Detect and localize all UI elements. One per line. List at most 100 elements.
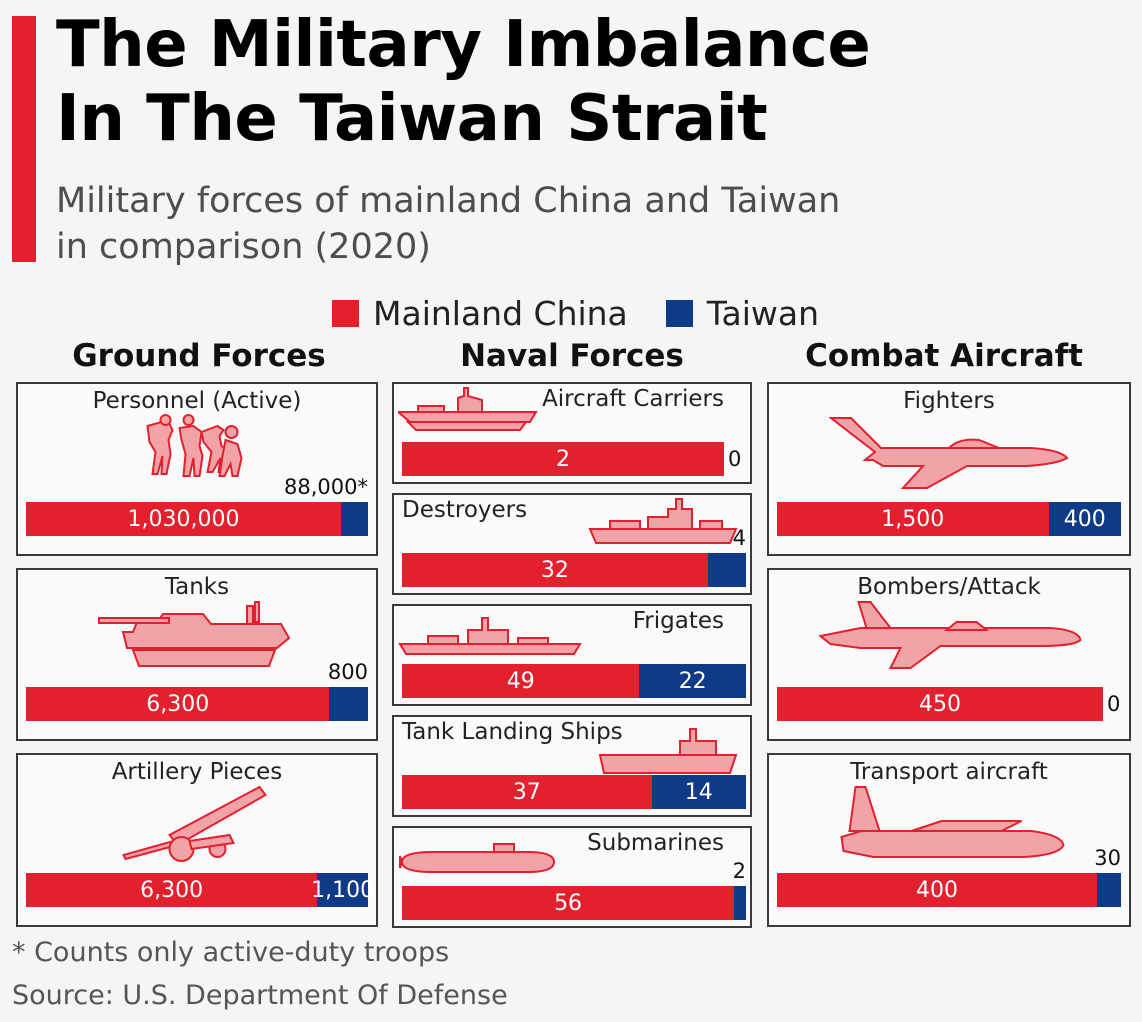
- title-line-1: The Military Imbalance: [56, 8, 871, 82]
- source-note: Source: U.S. Department Of Defense: [12, 980, 508, 1011]
- bar-bombers-attack: 450: [777, 687, 1103, 721]
- bar-segment-taiwan-artillery-pieces: 1,100: [311, 873, 374, 907]
- value-label-taiwan-transport-aircraft: 30: [1094, 846, 1121, 870]
- title-line-2: In The Taiwan Strait: [56, 82, 768, 156]
- destroyer-icon: [588, 495, 738, 552]
- value-label-china-aircraft-carriers: 2: [556, 446, 570, 472]
- bar-segment-china-fighters: 1,500: [777, 502, 1049, 536]
- bar-tank-landing-ships: 37 14: [402, 775, 746, 809]
- legend: Mainland China Taiwan: [332, 294, 857, 333]
- value-label-taiwan-fighters: 400: [1063, 506, 1106, 532]
- bar-transport-aircraft: 400: [777, 873, 1121, 907]
- footnote: * Counts only active-duty troops: [12, 937, 450, 968]
- bar-segment-taiwan-tank-landing-ships: 14: [651, 775, 746, 809]
- panel-frigates: Frigates 49 22: [392, 604, 752, 706]
- value-label-china-frigates: 49: [506, 668, 535, 694]
- subtitle-line-1: Military forces of mainland China and Ta…: [56, 181, 841, 221]
- bar-segment-china-bombers-attack: 450: [777, 687, 1103, 721]
- tank-icon: [97, 600, 297, 677]
- submarine-icon: [398, 840, 558, 881]
- value-label-taiwan-artillery-pieces: 1,100: [311, 877, 375, 903]
- bar-segment-china-submarines: 56: [402, 886, 735, 920]
- bar-frigates: 49 22: [402, 664, 746, 698]
- bar-segment-taiwan-submarines: [734, 886, 746, 920]
- panel-artillery-pieces: Artillery Pieces 6,300 1,100: [16, 753, 378, 927]
- legend-label-taiwan: Taiwan: [706, 294, 820, 333]
- panel-label-frigates: Frigates: [632, 608, 724, 634]
- subtitle-line-2: in comparison (2020): [56, 227, 431, 267]
- value-label-china-destroyers: 32: [540, 557, 569, 583]
- legend-item-taiwan: Taiwan: [665, 294, 820, 333]
- bar-segment-taiwan-frigates: 22: [639, 664, 746, 698]
- bar-tanks: 6,300: [26, 687, 368, 721]
- panel-submarines: Submarines 56 2: [392, 826, 752, 928]
- value-label-china-tank-landing-ships: 37: [512, 779, 541, 805]
- bar-segment-taiwan-tanks: [329, 687, 368, 721]
- bar-segment-taiwan-destroyers: [707, 553, 746, 587]
- fighter-jet-icon: [828, 414, 1069, 499]
- column-heading-combat-aircraft: Combat Aircraft: [805, 338, 1083, 374]
- soldiers-icon: [140, 414, 255, 484]
- accent-bar: [12, 16, 36, 262]
- bomber-icon: [817, 600, 1082, 675]
- panel-destroyers: Destroyers 32 4: [392, 493, 752, 595]
- bar-segment-china-tanks: 6,300: [26, 687, 330, 721]
- value-label-china-bombers-attack: 450: [919, 691, 961, 717]
- panel-fighters: Fighters 1,500 400: [767, 382, 1131, 556]
- panel-label-aircraft-carriers: Aircraft Carriers: [542, 386, 724, 412]
- panel-bombers-attack: Bombers/Attack 450 0: [767, 568, 1131, 741]
- value-label-china-tanks: 6,300: [146, 691, 210, 717]
- bar-segment-china-aircraft-carriers: 2: [402, 442, 724, 476]
- frigate-icon: [398, 614, 583, 664]
- panel-aircraft-carriers: Aircraft Carriers 2 0: [392, 382, 752, 484]
- panel-tanks: Tanks 6,300 800: [16, 568, 378, 741]
- value-label-taiwan-aircraft-carriers: 0: [728, 447, 742, 471]
- bar-segment-china-artillery-pieces: 6,300: [26, 873, 318, 907]
- value-label-taiwan-tank-landing-ships: 14: [684, 779, 713, 805]
- panel-label-tank-landing-ships: Tank Landing Ships: [402, 719, 623, 745]
- value-label-china-personnel-active: 1,030,000: [127, 506, 240, 532]
- bar-segment-taiwan-personnel-active: [341, 502, 368, 536]
- value-label-china-submarines: 56: [554, 890, 583, 916]
- value-label-china-fighters: 1,500: [881, 506, 945, 532]
- bar-segment-taiwan-transport-aircraft: [1097, 873, 1121, 907]
- artillery-icon: [120, 785, 275, 870]
- bar-aircraft-carriers: 2: [402, 442, 724, 476]
- panel-label-artillery-pieces: Artillery Pieces: [111, 759, 283, 785]
- transport-plane-icon: [832, 785, 1067, 878]
- panel-transport-aircraft: Transport aircraft 400 30: [767, 753, 1131, 927]
- value-label-taiwan-personnel-active: 88,000*: [284, 475, 368, 499]
- panel-label-destroyers: Destroyers: [402, 497, 528, 523]
- legend-swatch-china: [332, 300, 359, 327]
- panel-label-personnel-active: Personnel (Active): [92, 388, 302, 414]
- panel-label-bombers-attack: Bombers/Attack: [857, 574, 1041, 600]
- value-label-taiwan-destroyers: 4: [732, 526, 746, 550]
- panel-label-transport-aircraft: Transport aircraft: [850, 759, 1048, 785]
- value-label-china-artillery-pieces: 6,300: [140, 877, 204, 903]
- bar-segment-china-frigates: 49: [402, 664, 640, 698]
- bar-segment-taiwan-fighters: 400: [1048, 502, 1121, 536]
- column-heading-naval-forces: Naval Forces: [460, 338, 684, 374]
- chart-title: The Military Imbalance In The Taiwan Str…: [56, 8, 871, 156]
- legend-swatch-taiwan: [665, 300, 693, 327]
- chart-subtitle: Military forces of mainland China and Ta…: [56, 178, 840, 270]
- bar-destroyers: 32: [402, 553, 746, 587]
- aircraft-carrier-icon: [395, 384, 538, 437]
- bar-segment-china-transport-aircraft: 400: [777, 873, 1097, 907]
- panel-tank-landing-ships: Tank Landing Ships 37 14: [392, 715, 752, 817]
- legend-item-china: Mainland China: [332, 294, 628, 333]
- bar-segment-china-destroyers: 32: [402, 553, 708, 587]
- panel-personnel-active: Personnel (Active) 1,030,000 88,000*: [16, 382, 378, 556]
- bar-segment-china-tank-landing-ships: 37: [402, 775, 652, 809]
- legend-label-china: Mainland China: [373, 294, 628, 333]
- panel-label-fighters: Fighters: [903, 388, 995, 414]
- bar-segment-china-personnel-active: 1,030,000: [26, 502, 342, 536]
- value-label-china-transport-aircraft: 400: [916, 877, 958, 903]
- panel-label-submarines: Submarines: [587, 830, 724, 856]
- value-label-taiwan-submarines: 2: [732, 859, 746, 883]
- value-label-taiwan-tanks: 800: [327, 660, 368, 684]
- bar-fighters: 1,500 400: [777, 502, 1121, 536]
- value-label-taiwan-frigates: 22: [678, 668, 707, 694]
- landing-ship-icon: [598, 725, 738, 782]
- bar-personnel-active: 1,030,000: [26, 502, 368, 536]
